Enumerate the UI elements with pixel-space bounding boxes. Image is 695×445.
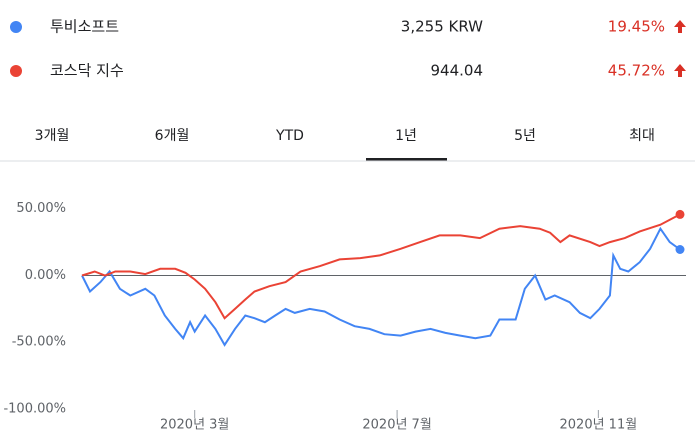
y-tick-label: -50.00% bbox=[12, 335, 66, 350]
legend-price: 944.04 bbox=[431, 62, 484, 80]
legend-dot bbox=[10, 65, 22, 77]
x-tick-label: 2020년 3월 bbox=[160, 418, 229, 433]
period-tab[interactable]: 6개월 bbox=[155, 128, 190, 144]
period-tab[interactable]: YTD bbox=[275, 128, 304, 144]
up-arrow bbox=[674, 20, 686, 33]
period-tab[interactable]: 5년 bbox=[514, 128, 536, 144]
tab-underline bbox=[366, 158, 447, 161]
y-tick-label: 0.00% bbox=[25, 268, 66, 283]
legend-change: 45.72% bbox=[608, 62, 665, 80]
end-point bbox=[675, 209, 685, 219]
period-tab[interactable]: 1년 bbox=[395, 128, 417, 144]
y-tick-label: -100.00% bbox=[3, 402, 66, 417]
legend-dot bbox=[10, 21, 22, 33]
up-arrow bbox=[674, 64, 686, 77]
legend-name: 코스닥 지수 bbox=[50, 62, 124, 80]
series-line bbox=[81, 213, 681, 320]
x-tick-label: 2020년 7월 bbox=[362, 418, 431, 433]
legend-change: 19.45% bbox=[608, 18, 665, 36]
series-line bbox=[81, 226, 681, 347]
y-tick-label: 50.00% bbox=[16, 201, 66, 216]
period-tab[interactable]: 최대 bbox=[629, 128, 655, 144]
legend-name: 투비소프트 bbox=[50, 18, 119, 36]
x-tick-label: 2020년 11월 bbox=[560, 418, 638, 433]
period-tab[interactable]: 3개월 bbox=[35, 128, 70, 144]
legend-price: 3,255 KRW bbox=[401, 18, 483, 36]
end-point bbox=[675, 244, 685, 254]
